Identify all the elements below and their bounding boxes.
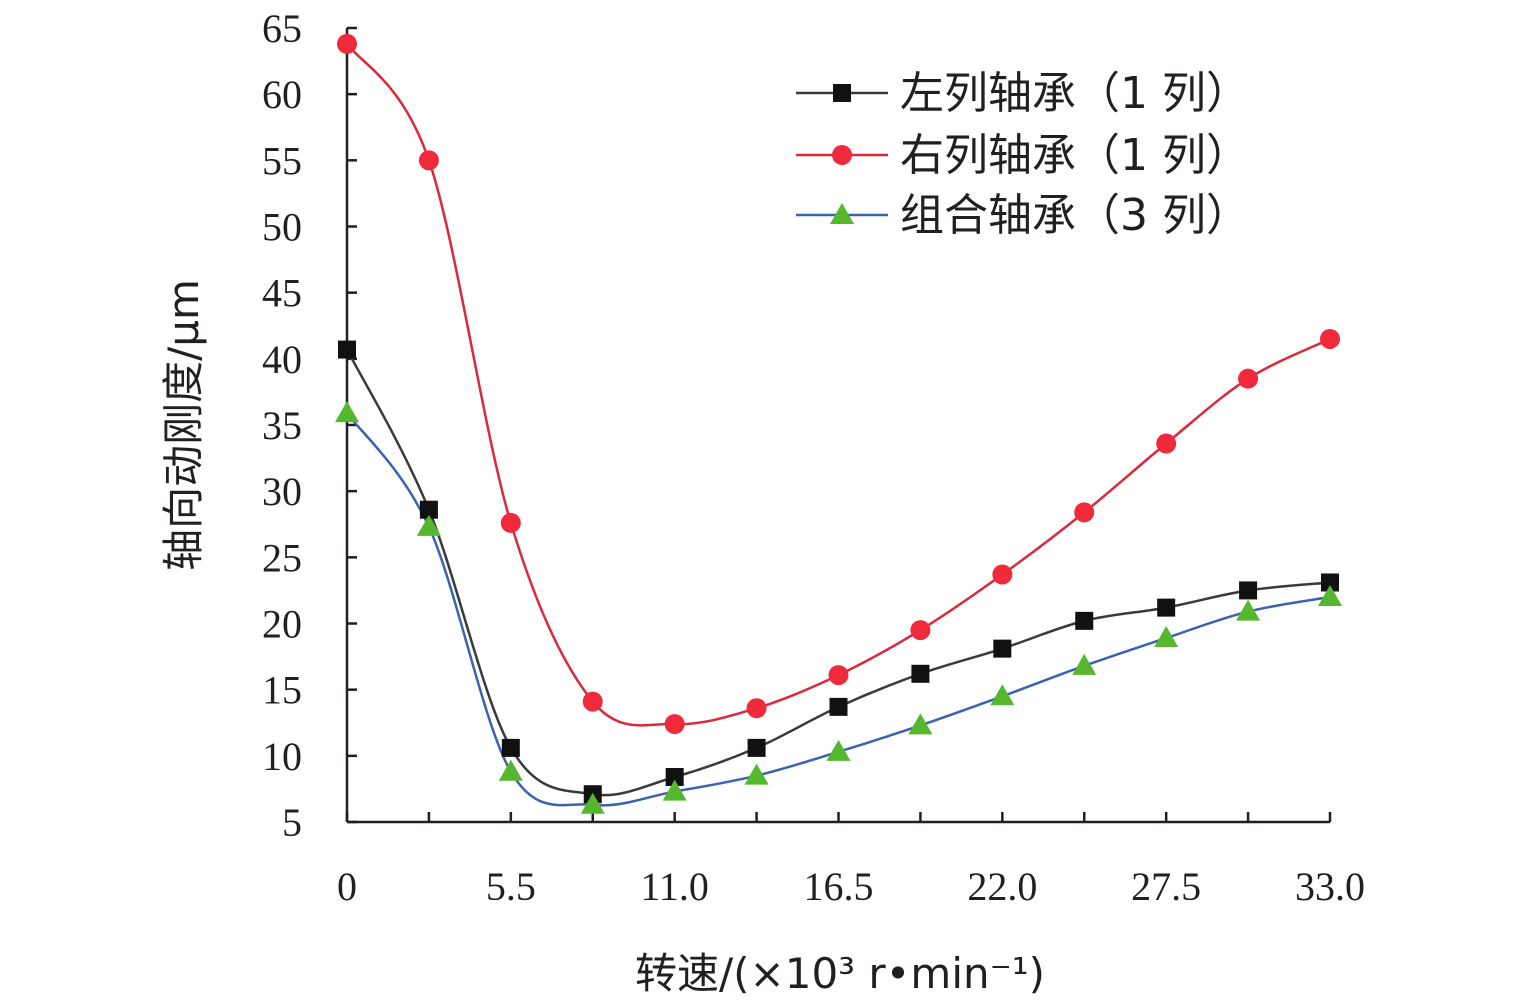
x-tick-label: 5.5 [486,864,536,909]
data-point-series-2 [337,33,357,54]
y-tick-label: 35 [262,403,302,448]
data-point-series-1 [501,738,520,757]
data-point-series-2 [582,691,603,712]
data-point-series-1 [829,697,848,716]
data-point-series-2 [828,665,849,686]
x-tick-label: 22.0 [967,864,1037,909]
data-point-series-3 [416,514,441,536]
x-tick-label: 11.0 [640,864,709,909]
data-point-series-3 [744,763,769,785]
y-tick-label: 45 [262,271,302,316]
data-point-series-1 [1239,581,1258,600]
y-tick-label: 15 [262,668,302,713]
data-point-series-2 [1238,368,1259,389]
data-point-series-3 [908,713,933,735]
x-tick-label: 33.0 [1295,864,1365,909]
legend-marker [830,203,854,224]
y-tick-label: 60 [262,72,302,117]
data-point-series-3 [1318,585,1342,607]
x-tick-label: 27.5 [1131,864,1201,909]
x-axis-title: 转速/(×10³ r•min⁻¹) [635,949,1045,998]
y-tick-label: 50 [262,205,302,250]
data-point-series-1 [419,500,438,519]
y-axis-title: 轴向动刚度/μm [159,279,208,571]
data-point-series-1 [911,664,930,683]
x-tick-label: 16.5 [804,864,874,909]
data-point-series-2 [500,512,521,533]
series-line-2 [345,43,1331,727]
data-point-series-3 [990,684,1015,706]
y-tick-label: 5 [282,800,302,845]
data-point-series-2 [746,698,767,719]
y-tick-label: 25 [262,535,302,580]
data-point-series-1 [747,738,766,757]
y-tick-label: 30 [262,469,302,514]
data-point-series-2 [1320,328,1340,349]
x-tick-label: 0 [337,864,357,909]
series-markers [335,33,1342,814]
y-tick-label: 20 [262,602,302,647]
data-point-series-3 [1236,599,1261,621]
data-point-series-1 [1157,598,1176,617]
data-point-series-1 [1075,611,1094,630]
legend-label: 左列轴承（1 列） [900,68,1250,119]
data-point-series-3 [826,739,851,761]
data-point-series-3 [662,779,687,801]
data-point-series-3 [1072,653,1097,675]
legend-marker [832,145,852,165]
y-tick-label: 40 [262,337,302,382]
legend-marker [833,84,851,102]
data-point-series-2 [1156,433,1177,454]
data-point-series-2 [992,564,1013,585]
data-point-series-1 [993,639,1012,658]
data-point-series-1 [1321,573,1339,592]
data-point-series-2 [1074,502,1095,523]
data-point-series-2 [910,620,931,641]
legend-label: 右列轴承（1 列） [900,130,1250,181]
legend: 左列轴承（1 列） 右列轴承（1 列） 组合轴承（3 列） [796,68,1250,241]
data-point-series-3 [580,792,605,814]
series-line-1 [345,349,1331,797]
y-tick-label: 10 [262,734,302,779]
data-point-series-3 [1154,626,1179,648]
data-point-series-2 [418,150,439,171]
y-tick-label: 55 [262,138,302,183]
data-point-series-2 [664,714,685,735]
y-tick-label: 65 [262,6,302,51]
legend-label: 组合轴承（3 列） [900,190,1250,241]
data-point-series-1 [338,340,356,359]
data-point-series-3 [498,759,523,781]
data-point-series-1 [665,768,684,787]
data-point-series-3 [335,401,359,423]
axes: 5 10 15 20 25 30 35 40 45 50 55 60 65 0 5.5 11.0 16.5 22.… [262,6,1365,909]
